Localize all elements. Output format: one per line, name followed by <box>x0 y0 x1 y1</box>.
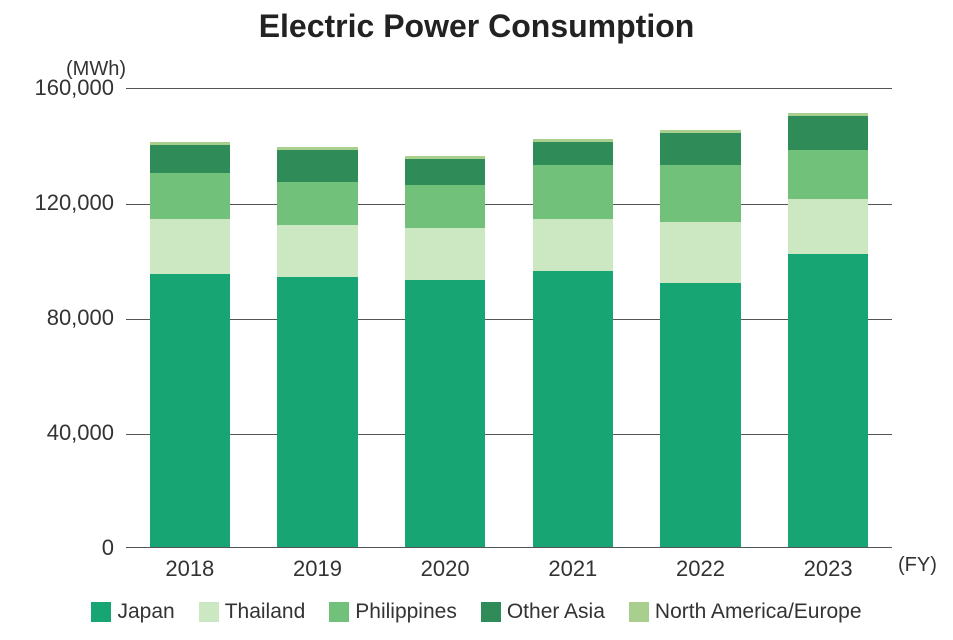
bar-segment <box>533 271 613 547</box>
legend-item: Japan <box>91 600 174 624</box>
bar-segment <box>150 173 230 219</box>
x-tick-label: 2020 <box>421 556 470 582</box>
bar-segment <box>277 182 357 225</box>
legend-label: Japan <box>117 600 174 624</box>
legend-item: North America/Europe <box>629 600 862 624</box>
y-tick-label: 40,000 <box>0 420 114 446</box>
bar-segment <box>788 116 868 151</box>
bar-segment <box>405 159 485 185</box>
legend-label: Other Asia <box>507 600 605 624</box>
legend: Japan Thailand Philippines Other Asia North … <box>0 600 953 624</box>
bar-slot <box>764 89 892 547</box>
stacked-bar <box>405 156 485 547</box>
bar-segment <box>277 225 357 277</box>
legend-label: Philippines <box>355 600 457 624</box>
stacked-bar <box>533 139 613 547</box>
bar-slot <box>126 89 254 547</box>
legend-label: Thailand <box>225 600 306 624</box>
bar-slot <box>381 89 509 547</box>
legend-item: Other Asia <box>481 600 605 624</box>
bar-segment <box>660 283 740 548</box>
chart-title: Electric Power Consumption <box>0 8 953 45</box>
bar-segment <box>277 277 357 547</box>
bar-segment <box>660 222 740 282</box>
bar-segment <box>533 142 613 165</box>
bar-slot <box>509 89 637 547</box>
y-tick-label: 80,000 <box>0 305 114 331</box>
x-tick-label: 2022 <box>676 556 725 582</box>
bar-segment <box>405 185 485 228</box>
legend-item: Thailand <box>199 600 306 624</box>
legend-swatch <box>199 602 219 622</box>
bar-slot <box>637 89 765 547</box>
bar-slot <box>254 89 382 547</box>
bar-segment <box>788 254 868 547</box>
legend-swatch <box>91 602 111 622</box>
legend-item: Philippines <box>329 600 457 624</box>
stacked-bar <box>788 113 868 547</box>
bar-segment <box>533 165 613 220</box>
bar-segment <box>660 133 740 165</box>
x-tick-label: 2021 <box>548 556 597 582</box>
stacked-bar <box>150 142 230 547</box>
legend-swatch <box>329 602 349 622</box>
bar-segment <box>533 219 613 271</box>
bar-segment <box>660 165 740 223</box>
y-tick-label: 120,000 <box>0 190 114 216</box>
bar-segment <box>277 150 357 182</box>
plot-area <box>126 88 892 548</box>
bar-segment <box>150 219 230 274</box>
bar-segment <box>405 228 485 280</box>
x-tick-label: 2018 <box>165 556 214 582</box>
legend-swatch <box>629 602 649 622</box>
bar-segment <box>788 199 868 254</box>
bar-segment <box>150 274 230 547</box>
stacked-bar <box>277 147 357 547</box>
bar-segment <box>788 150 868 199</box>
legend-swatch <box>481 602 501 622</box>
y-tick-label: 160,000 <box>0 75 114 101</box>
x-tick-label: 2023 <box>804 556 853 582</box>
bars-group <box>126 89 892 547</box>
x-tick-label: 2019 <box>293 556 342 582</box>
bar-segment <box>150 145 230 174</box>
y-tick-label: 0 <box>0 535 114 561</box>
legend-label: North America/Europe <box>655 600 862 624</box>
bar-segment <box>405 280 485 547</box>
chart-container: Electric Power Consumption (MWh) 040,000… <box>0 0 953 640</box>
stacked-bar <box>660 130 740 547</box>
x-axis-unit: (FY) <box>898 554 937 577</box>
